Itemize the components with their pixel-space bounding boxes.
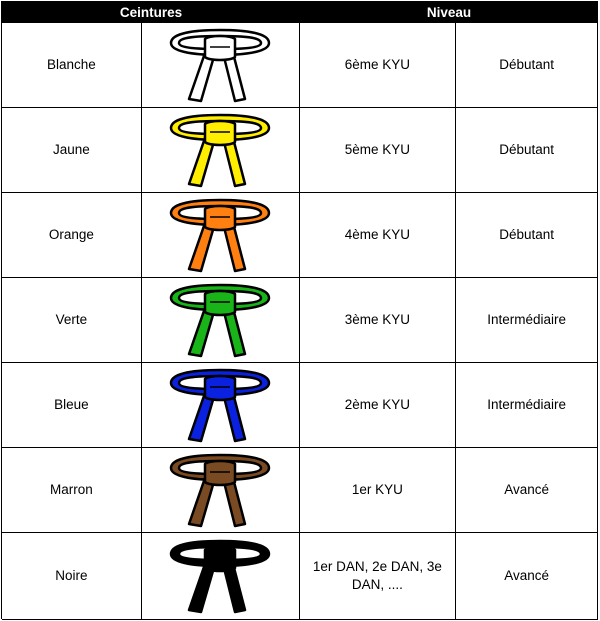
belt-icon: [169, 539, 271, 614]
belt-name: Bleue: [2, 363, 142, 447]
belt-image-cell: [142, 363, 300, 447]
table-row: Orange 4ème KYU Débutant: [2, 193, 599, 278]
table-header: Ceintures Niveau: [2, 2, 598, 23]
belt-icon: [169, 28, 271, 103]
belt-level: Débutant: [456, 193, 599, 277]
belt-grade: 2ème KYU: [300, 363, 457, 447]
belt-grade: 6ème KYU: [300, 23, 457, 107]
belt-name: Noire: [2, 533, 142, 619]
belt-image-cell: [142, 193, 300, 277]
belt-image-cell: [142, 23, 300, 107]
table-row: Verte 3ème KYU Intermédiaire: [2, 278, 599, 363]
table-row: Marron 1er KYU Avancé: [2, 448, 599, 533]
header-ceintures: Ceintures: [119, 5, 183, 20]
belt-level: Avancé: [456, 533, 599, 619]
belt-level: Débutant: [456, 108, 599, 192]
belt-image-cell: [142, 108, 300, 192]
belt-name: Marron: [2, 448, 142, 532]
belt-icon: [169, 453, 271, 528]
belt-name: Blanche: [2, 23, 142, 107]
belt-level: Avancé: [456, 448, 599, 532]
belt-grade: 5ème KYU: [300, 108, 457, 192]
belt-name: Verte: [2, 278, 142, 362]
belt-icon: [169, 368, 271, 443]
belt-name: Orange: [2, 193, 142, 277]
belt-icon: [169, 113, 271, 188]
belt-image-cell: [142, 448, 300, 532]
belt-level: Débutant: [456, 23, 599, 107]
table-row: Jaune 5ème KYU Débutant: [2, 108, 599, 193]
belt-icon: [169, 283, 271, 358]
belt-grade: 3ème KYU: [300, 278, 457, 362]
belt-level: Intermédiaire: [456, 363, 599, 447]
table-row: Blanche 6ème KYU Débutant: [2, 23, 599, 108]
table-row: Noire 1er DAN, 2e DAN, 3e DAN, .... Avan…: [2, 533, 599, 620]
belt-name: Jaune: [2, 108, 142, 192]
belt-level: Intermédiaire: [456, 278, 599, 362]
belt-image-cell: [142, 533, 300, 619]
belt-grade: 1er KYU: [300, 448, 457, 532]
belt-grade: 4ème KYU: [300, 193, 457, 277]
table-row: Bleue 2ème KYU Intermédiaire: [2, 363, 599, 448]
belt-image-cell: [142, 278, 300, 362]
belt-grade: 1er DAN, 2e DAN, 3e DAN, ....: [300, 533, 457, 619]
header-niveau: Niveau: [426, 5, 472, 20]
belt-icon: [169, 198, 271, 273]
